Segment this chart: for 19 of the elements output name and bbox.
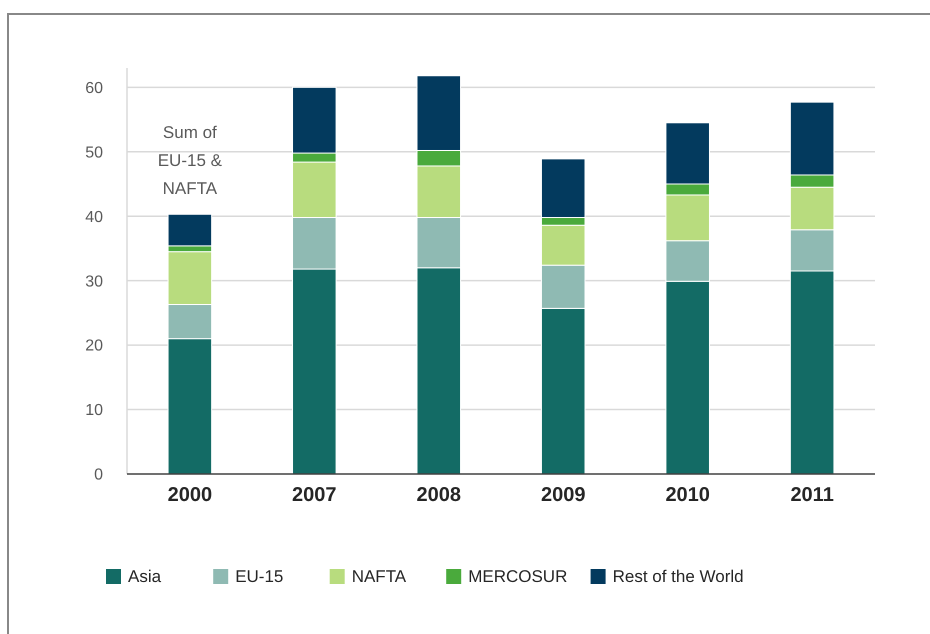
x-tick-label: 2000: [168, 484, 212, 506]
x-tick-label: 2007: [292, 484, 337, 506]
annotation: Sum of EU-15 & NAFTA: [158, 123, 223, 198]
y-tick-label: 0: [94, 466, 104, 484]
x-tick-label: 2008: [416, 484, 462, 506]
legend-label: MERCOSUR: [468, 567, 568, 586]
y-tick-label: 60: [85, 80, 104, 97]
x-tick-label: 2010: [665, 484, 710, 506]
legend-label: EU-15: [235, 567, 284, 586]
legend-label: NAFTA: [352, 567, 407, 586]
y-tick-label: 20: [85, 338, 104, 355]
y-tick-label: 40: [85, 208, 104, 226]
legend-label: Rest of the World: [612, 567, 744, 586]
x-tick-label: 2009: [540, 484, 586, 506]
y-tick-label: 10: [85, 402, 104, 420]
x-tick-label: 2011: [790, 484, 834, 506]
y-tick-label: 30: [85, 273, 104, 290]
y-tick-label: 50: [85, 144, 104, 162]
legend-label: Asia: [128, 567, 162, 586]
